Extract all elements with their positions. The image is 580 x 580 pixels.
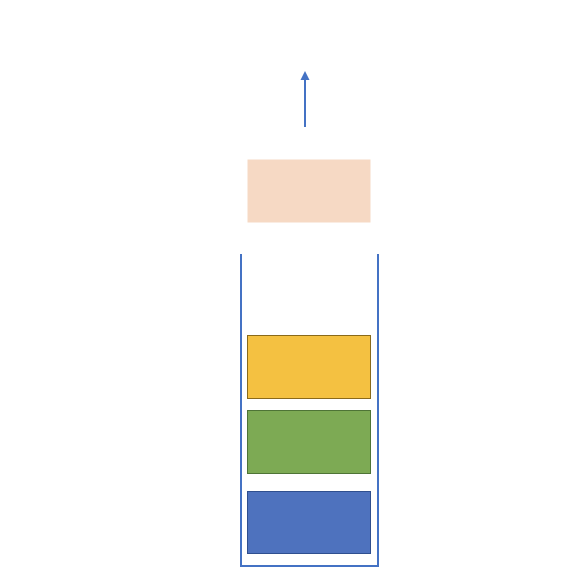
stack-blocks bbox=[247, 335, 371, 554]
pop-arrow-head bbox=[300, 71, 310, 80]
popped-block bbox=[247, 159, 371, 223]
stack-block-2 bbox=[247, 410, 371, 474]
stack-block-1 bbox=[247, 491, 371, 554]
stack-container bbox=[240, 254, 379, 567]
stack-block-3 bbox=[247, 335, 371, 399]
